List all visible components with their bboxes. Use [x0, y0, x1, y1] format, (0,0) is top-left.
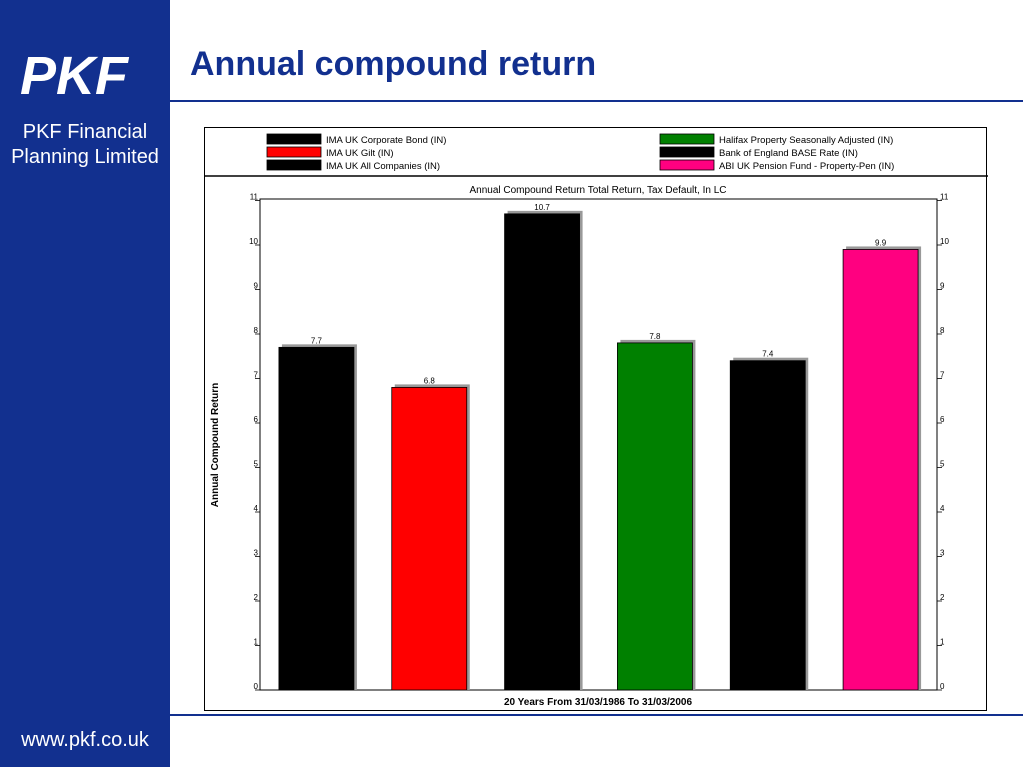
- data-label: 7.4: [762, 350, 774, 359]
- x-axis-label: 20 Years From 31/03/1986 To 31/03/2006: [504, 697, 693, 708]
- data-label: 10.7: [534, 203, 550, 212]
- y-axis-label: Annual Compound Return: [210, 383, 221, 507]
- y-tick-label-right: 5: [940, 460, 945, 469]
- y-tick-label-right: 7: [940, 371, 945, 380]
- legend-label: IMA UK Gilt (IN): [326, 148, 394, 159]
- legend-label: IMA UK Corporate Bond (IN): [326, 135, 446, 146]
- y-tick-label-left: 5: [254, 460, 259, 469]
- y-tick-label-right: 9: [940, 282, 945, 291]
- bar: [617, 342, 693, 691]
- y-tick-label-right: 6: [940, 415, 945, 424]
- legend-label: ABI UK Pension Fund - Property-Pen (IN): [719, 161, 894, 172]
- y-tick-label-left: 6: [254, 415, 259, 424]
- y-tick-label-right: 2: [940, 593, 945, 602]
- footer-divider: [170, 714, 1023, 716]
- bars: 7.7 6.8 10.7 7.8 7.4 9.9: [278, 203, 922, 691]
- bar: [842, 249, 919, 691]
- y-tick-label-right: 0: [940, 682, 945, 691]
- y-tick-label-right: 3: [940, 549, 945, 558]
- data-label: 7.8: [649, 332, 661, 341]
- y-tick-label-left: 11: [250, 193, 259, 202]
- y-tick-label-left: 10: [249, 237, 258, 246]
- website-link[interactable]: www.pkf.co.uk: [21, 729, 149, 751]
- legend-swatch: [659, 146, 715, 158]
- y-tick-label-left: 7: [254, 371, 259, 380]
- pkf-logo: PKF: [20, 46, 130, 100]
- bar: [278, 346, 355, 691]
- bar: [504, 213, 580, 691]
- legend-swatch: [266, 133, 322, 145]
- data-label: 6.8: [424, 376, 436, 385]
- chart-legend: IMA UK Corporate Bond (IN) IMA UK Gilt (I…: [266, 133, 894, 172]
- y-tick-label-right: 4: [940, 504, 945, 513]
- chart-frame: IMA UK Corporate Bond (IN) IMA UK Gilt (I…: [204, 127, 988, 711]
- y-tick-label-left: 0: [254, 682, 259, 691]
- legend-label: Bank of England BASE Rate (IN): [719, 148, 858, 159]
- y-tick-label-left: 2: [254, 593, 259, 602]
- legend-swatch: [266, 146, 322, 158]
- legend-label: IMA UK All Companies (IN): [326, 161, 440, 172]
- y-tick-label-right: 10: [940, 237, 949, 246]
- bar: [391, 386, 468, 691]
- legend-label: Halifax Property Seasonally Adjusted (IN…: [719, 135, 893, 146]
- y-tick-label-left: 4: [254, 504, 259, 513]
- y-tick-label-left: 9: [254, 282, 259, 291]
- plot-area: [259, 198, 938, 691]
- legend-swatch: [659, 159, 715, 171]
- y-tick-label-left: 1: [254, 638, 259, 647]
- y-tick-label-right: 11: [940, 193, 949, 202]
- y-tick-label-left: 8: [254, 326, 259, 335]
- company-name-line1: PKF Financial: [22, 121, 148, 143]
- data-label: 9.9: [875, 238, 887, 247]
- bar-chart: IMA UK Corporate Bond (IN) IMA UK Gilt (I…: [205, 133, 988, 708]
- y-tick-label-right: 1: [940, 638, 945, 647]
- y-tick-label-left: 3: [254, 549, 259, 558]
- bar: [729, 360, 806, 691]
- chart-title: Annual Compound Return Total Return, Tax…: [469, 185, 726, 196]
- svg-text:PKF: PKF: [20, 46, 130, 100]
- legend-swatch: [659, 133, 715, 145]
- header-divider: [170, 100, 1023, 102]
- company-name: PKF Financial Planning Limited: [0, 120, 170, 170]
- slide-title: Annual compound return: [190, 45, 597, 83]
- legend-swatch: [266, 159, 322, 171]
- company-name-line2: Planning Limited: [11, 146, 159, 168]
- sidebar: PKF PKF Financial Planning Limited www.p…: [0, 0, 170, 767]
- y-tick-label-right: 8: [940, 326, 945, 335]
- data-label: 7.7: [311, 336, 323, 345]
